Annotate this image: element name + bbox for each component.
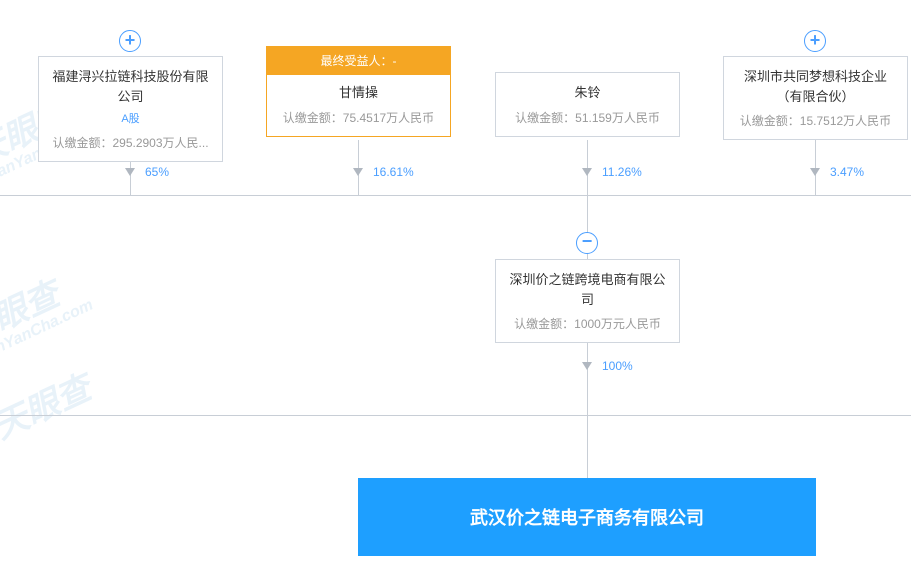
collapse-icon[interactable]: − [576, 232, 598, 254]
node-title: 甘情操 [275, 83, 442, 103]
arrow-icon [125, 168, 135, 176]
shareholder-node-3[interactable]: 朱铃 认缴金额：51.159万人民币 [495, 72, 680, 137]
watermark: 天眼查 [0, 361, 98, 449]
arrow-icon [582, 168, 592, 176]
intermediate-node[interactable]: 深圳价之链跨境电商有限公司 认缴金额：1000万元人民币 [495, 259, 680, 343]
connector-line [587, 333, 588, 478]
node-title: 福建浔兴拉链科技股份有限公司 [47, 67, 214, 106]
shareholder-node-2[interactable]: 甘情操 认缴金额：75.4517万人民币 [266, 72, 451, 137]
arrow-icon [810, 168, 820, 176]
beneficiary-banner: 最终受益人：- [266, 46, 451, 75]
node-amount: 认缴金额：295.2903万人民... [47, 134, 214, 151]
node-amount: 认缴金额：1000万元人民币 [504, 315, 671, 332]
node-title: 深圳市共同梦想科技企业（有限合伙） [732, 67, 899, 106]
node-title: 朱铃 [504, 83, 671, 103]
expand-icon[interactable]: + [119, 30, 141, 52]
node-title: 深圳价之链跨境电商有限公司 [504, 270, 671, 309]
node-amount: 认缴金额：75.4517万人民币 [275, 109, 442, 126]
percentage-label: 16.61% [373, 165, 414, 179]
node-amount: 认缴金额：51.159万人民币 [504, 109, 671, 126]
connector-line [0, 415, 911, 416]
shareholder-node-1[interactable]: 福建浔兴拉链科技股份有限公司 A股 认缴金额：295.2903万人民... [38, 56, 223, 162]
percentage-label: 3.47% [830, 165, 864, 179]
percentage-label: 11.26% [602, 165, 642, 179]
expand-icon[interactable]: + [804, 30, 826, 52]
target-company[interactable]: 武汉价之链电子商务有限公司 [358, 478, 816, 556]
watermark: 天眼查TianYanCha.com [0, 256, 96, 368]
percentage-label: 65% [145, 165, 169, 179]
arrow-icon [582, 362, 592, 370]
shareholder-node-4[interactable]: 深圳市共同梦想科技企业（有限合伙） 认缴金额：15.7512万人民币 [723, 56, 908, 140]
percentage-label: 100% [602, 359, 633, 373]
node-amount: 认缴金额：15.7512万人民币 [732, 112, 899, 129]
arrow-icon [353, 168, 363, 176]
connector-line [0, 195, 911, 196]
stock-tag: A股 [121, 110, 139, 126]
